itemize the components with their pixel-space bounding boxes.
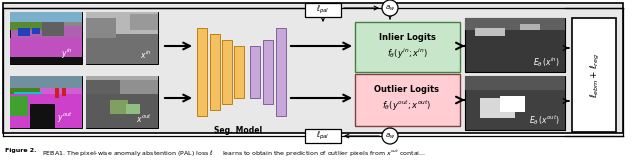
Text: $\ell_{ebm} + \ell_{reg}$: $\ell_{ebm} + \ell_{reg}$ [588,52,602,98]
Bar [18,28,30,36]
Text: $f_\theta(y^{in}; x^{in})$: $f_\theta(y^{in}; x^{in})$ [387,47,428,61]
Bar [55,88,59,98]
Text: $\ell_{pal}$: $\ell_{pal}$ [316,4,330,16]
Bar [480,98,515,118]
Text: $a_w$: $a_w$ [385,131,395,141]
Bar [30,104,55,128]
Bar [3,3,623,133]
Bar [86,80,121,104]
Bar [10,76,82,128]
Bar [10,12,82,22]
Bar [355,74,460,126]
Bar [86,76,158,94]
Bar [86,94,158,128]
Text: Inlier Logits: Inlier Logits [379,32,435,41]
Text: Outlier Logits: Outlier Logits [374,84,440,93]
Bar [126,104,140,114]
Bar [210,34,220,110]
Text: $E_\theta\,(x^{in})$: $E_\theta\,(x^{in})$ [533,55,560,69]
Bar [32,28,40,34]
Bar [475,28,505,36]
Bar [86,34,158,64]
Circle shape [382,128,398,144]
Text: $y^{out}$: $y^{out}$ [57,111,73,125]
Bar [355,22,460,72]
Text: $\ell_{pal}$: $\ell_{pal}$ [316,130,330,142]
Bar [465,18,565,30]
Bar [465,76,565,130]
Circle shape [382,0,398,16]
Text: PEBA1. The pixel-wise anomaly abstention (PAL) loss $\ell$     learns to obtain : PEBA1. The pixel-wise anomaly abstention… [42,148,426,158]
Text: $y^{in}$: $y^{in}$ [61,47,73,61]
Bar [465,18,565,72]
Bar [10,12,55,30]
Bar [14,92,42,110]
Text: $x^{in}$: $x^{in}$ [140,49,152,61]
Text: $E_\theta\,(x^{out})$: $E_\theta\,(x^{out})$ [529,113,560,127]
Bar [62,88,66,96]
Bar [10,57,82,64]
Bar [305,3,341,17]
Bar [130,14,158,30]
Bar [305,129,341,143]
Bar [10,96,28,116]
Text: Seg. Model: Seg. Model [214,126,262,135]
Bar [276,28,286,116]
Bar [10,76,82,88]
Text: $x^{out}$: $x^{out}$ [136,113,152,125]
Bar [42,22,64,36]
Bar [86,12,158,34]
Text: $a_w$: $a_w$ [385,3,395,13]
Bar [10,12,82,64]
Text: $f_\theta(y^{out}; x^{out})$: $f_\theta(y^{out}; x^{out})$ [382,99,432,113]
Bar [234,46,244,98]
Bar [10,38,82,64]
Bar [520,24,540,30]
Bar [465,76,565,90]
Bar [222,40,232,104]
Bar [86,76,158,128]
Bar [10,94,82,128]
Bar [86,18,116,38]
Bar [10,76,40,104]
Bar [263,40,273,104]
Text: Figure 2.: Figure 2. [5,148,36,153]
Bar [86,12,158,64]
Bar [30,104,55,128]
Bar [110,100,128,114]
Bar [500,96,525,112]
Bar [572,18,616,132]
Bar [55,12,82,26]
Bar [197,28,207,116]
Bar [120,80,158,100]
Bar [250,46,260,98]
